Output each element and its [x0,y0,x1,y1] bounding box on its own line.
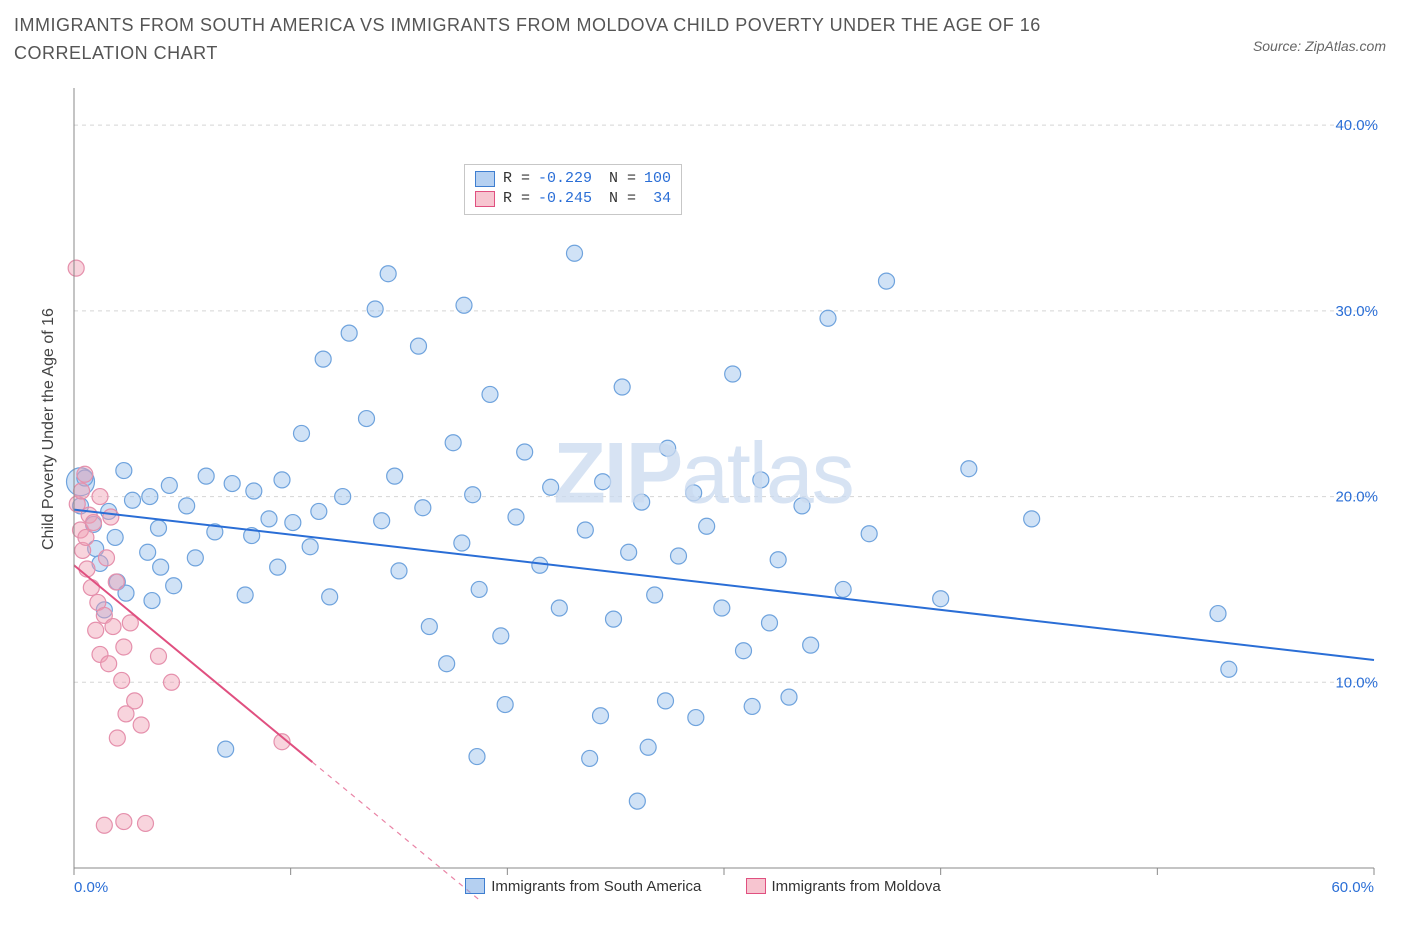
stats-r-label: R = [503,189,530,209]
svg-text:10.0%: 10.0% [1335,674,1378,691]
legend-item: Immigrants from South America [465,878,701,895]
swatch-icon [475,191,495,207]
stats-row-series-0: R = -0.229 N = 100 [475,169,671,189]
stats-n-value: 100 [644,169,671,189]
stats-r-value: -0.229 [538,169,592,189]
stats-r-label: R = [503,169,530,189]
svg-text:40.0%: 40.0% [1335,117,1378,134]
swatch-icon [465,878,485,894]
swatch-icon [746,878,766,894]
legend-item: Immigrants from Moldova [746,878,941,895]
chart-area: Child Poverty Under the Age of 16 10.0% 2… [14,80,1392,900]
stats-n-label: N = [600,189,636,209]
stats-n-value: 34 [644,189,671,209]
stats-r-value: -0.245 [538,189,592,209]
correlation-stats-box: R = -0.229 N = 100 R = -0.245 N = 34 [464,164,682,215]
swatch-icon [475,171,495,187]
svg-text:20.0%: 20.0% [1335,489,1378,506]
legend-label: Immigrants from Moldova [772,878,941,895]
y-axis-label: Child Poverty Under the Age of 16 [40,308,58,550]
source-label: Source: ZipAtlas.com [1253,38,1386,54]
stats-row-series-1: R = -0.245 N = 34 [475,189,671,209]
stats-n-label: N = [600,169,636,189]
bottom-legend: Immigrants from South America Immigrants… [14,878,1392,899]
scatter-plot-svg: 10.0%20.0%30.0%40.0%0.0%60.0% [14,80,1392,900]
legend-label: Immigrants from South America [491,878,701,895]
svg-text:30.0%: 30.0% [1335,303,1378,320]
chart-title: IMMIGRANTS FROM SOUTH AMERICA VS IMMIGRA… [14,12,1106,68]
